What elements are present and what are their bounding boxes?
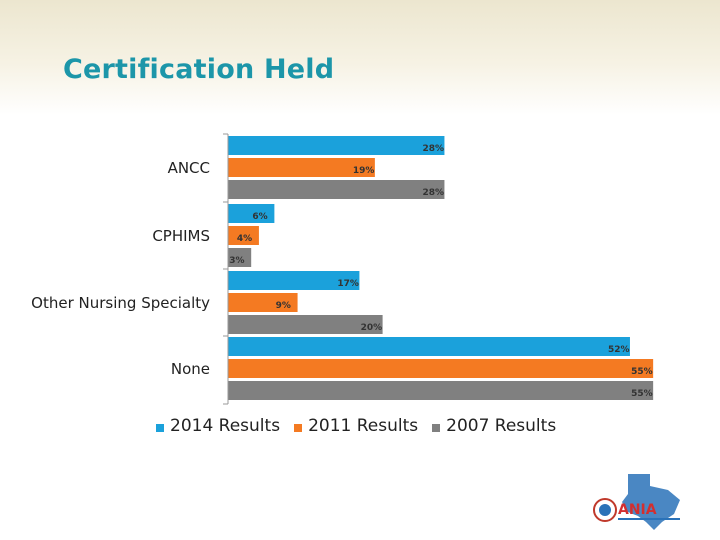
bar-3-2 [228, 381, 654, 400]
category-label-2: Other Nursing Specialty [31, 294, 210, 312]
legend-swatch-2007 [432, 423, 441, 432]
bar-1-0 [228, 204, 275, 223]
bar-2-1 [228, 293, 298, 312]
category-label-0: ANCC [168, 159, 210, 177]
data-label-1-0: 6% [252, 212, 267, 222]
svg-text:ANIA: ANIA [618, 502, 657, 518]
legend-item-2007: 2007 Results [432, 416, 556, 436]
data-label-3-2: 55% [631, 389, 653, 399]
bar-3-0 [228, 337, 630, 356]
data-label-3-1: 55% [631, 367, 653, 377]
bar-2-2 [228, 315, 383, 334]
bar-2-0 [228, 271, 360, 290]
data-label-0-1: 19% [353, 166, 375, 176]
bar-chart: 28% 19% 28% ANCC 6% 4% 3% CPHIMS 17% 9% 20% Other N… [31, 133, 654, 405]
bar-1-2 [228, 248, 252, 267]
data-label-1-1: 4% [237, 234, 252, 244]
legend: 2014 Results 2011 Results 2007 Results [156, 416, 556, 436]
category-label-1: CPHIMS [152, 227, 210, 245]
legend-label-2014: 2014 Results [170, 416, 281, 436]
category-label-3: None [171, 360, 210, 378]
legend-item-2014: 2014 Results [156, 416, 280, 436]
legend-item-2011: 2011 Results [294, 416, 418, 436]
legend-label-2007: 2007 Results [446, 416, 557, 436]
page-title: Certification Held [63, 54, 335, 85]
bar-1-1 [228, 226, 259, 245]
legend-swatch-2014 [156, 423, 164, 432]
data-label-0-0: 28% [422, 144, 444, 154]
bar-0-1 [228, 158, 375, 177]
data-label-2-2: 20% [361, 323, 383, 333]
header-band [0, 0, 720, 115]
bar-3-1 [228, 359, 654, 378]
data-label-2-1: 9% [276, 301, 291, 311]
data-label-3-0: 52% [608, 345, 630, 355]
bar-0-2 [228, 180, 445, 199]
data-label-0-2: 28% [422, 188, 444, 198]
data-label-2-0: 17% [337, 279, 359, 289]
data-label-1-2: 3% [229, 256, 244, 266]
legend-swatch-2011 [294, 423, 303, 432]
ania-logo: ANIA [593, 474, 680, 530]
bar-0-0 [228, 136, 445, 155]
legend-label-2011: 2011 Results [308, 416, 419, 436]
